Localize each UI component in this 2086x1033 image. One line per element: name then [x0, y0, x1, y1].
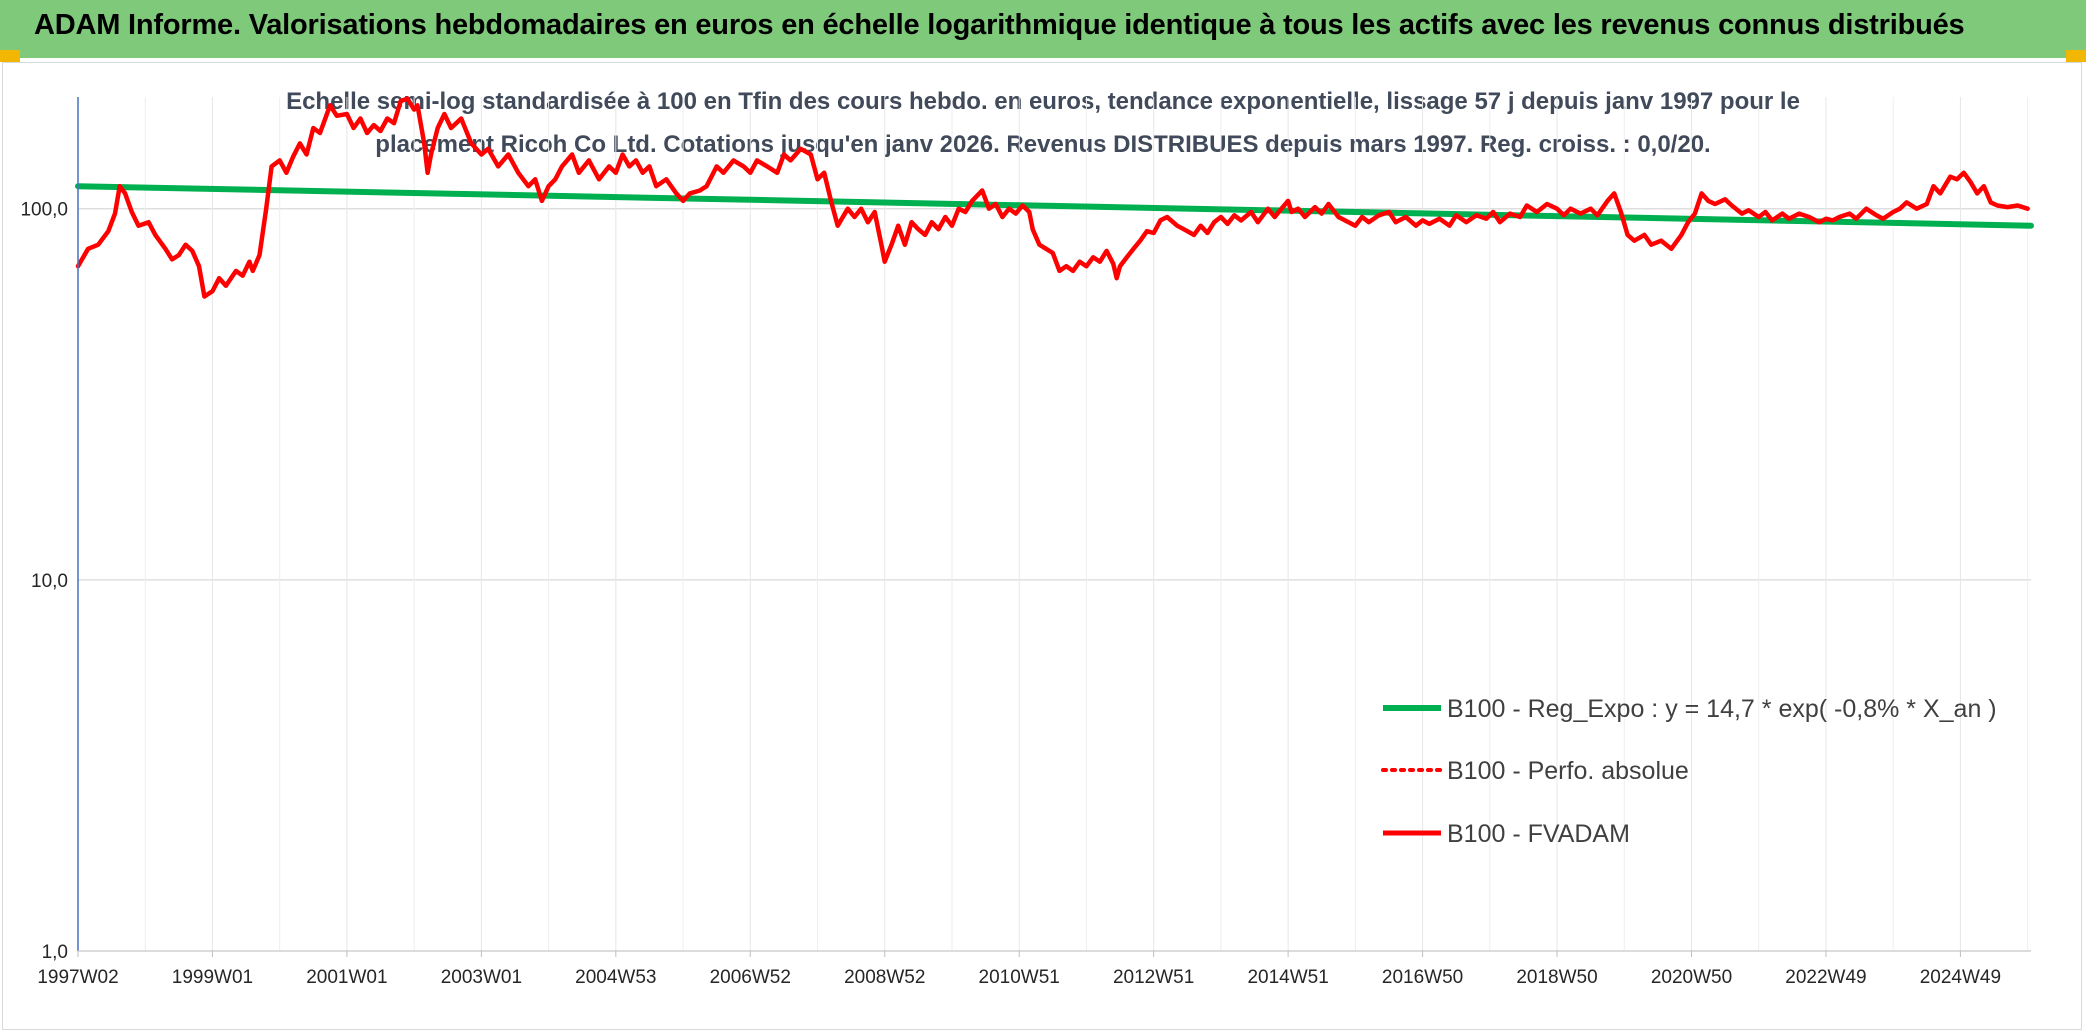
- legend-label-1: B100 - Perfo. absolue: [1447, 757, 1689, 785]
- x-tick-label: 2016W50: [1382, 967, 1463, 988]
- header-banner: ADAM Informe. Valorisations hebdomadaire…: [0, 0, 2086, 58]
- y-axis-ticks: 1,0 10,0 100,0: [20, 200, 68, 963]
- line-chart: Echelle semi-log standardisée à 100 en T…: [20, 88, 2034, 988]
- x-tick-label: 2024W49: [1920, 967, 2001, 988]
- series-line-0: [75, 183, 2034, 229]
- x-axis-ticks: 1997W02 1999W01 2001W01 2003W01 2004W53 2006W…: [37, 951, 2001, 988]
- x-tick-label: 2008W52: [844, 967, 925, 988]
- x-tick-label: 2014W51: [1247, 967, 1328, 988]
- x-tick-label: 2012W51: [1113, 967, 1194, 988]
- series-layer: [75, 96, 2034, 299]
- x-tick-label: 2003W01: [441, 967, 522, 988]
- x-tick-label: 2022W49: [1785, 967, 1866, 988]
- corner-accent-right: [2066, 50, 2086, 62]
- chart-subtitle-line-1: Echelle semi-log standardisée à 100 en T…: [286, 88, 1800, 115]
- chart-subtitle-line-2: placement Ricoh Co Ltd. Cotations jusqu'…: [375, 131, 1710, 158]
- legend-label-0: B100 - Reg_Expo : y = 14,7 * exp( -0,8% …: [1447, 695, 1997, 723]
- report-title: ADAM Informe. Valorisations hebdomadaire…: [34, 9, 1965, 41]
- chart-frame: Echelle semi-log standardisée à 100 en T…: [2, 62, 2082, 1030]
- x-tick-label: 2020W50: [1651, 967, 1732, 988]
- corner-accent-left: [0, 50, 20, 62]
- y-tick-label: 10,0: [31, 571, 68, 592]
- x-tick-label: 2004W53: [575, 967, 656, 988]
- x-tick-label: 1999W01: [172, 967, 253, 988]
- x-tick-label: 2001W01: [306, 967, 387, 988]
- x-tick-label: 2006W52: [710, 967, 791, 988]
- y-tick-label: 1,0: [42, 942, 68, 963]
- x-tick-label: 1997W02: [37, 967, 118, 988]
- gridlines: [77, 97, 2031, 951]
- x-tick-label: 2010W51: [979, 967, 1060, 988]
- legend: B100 - Reg_Expo : y = 14,7 * exp( -0,8% …: [1381, 695, 1997, 848]
- series-line-2: [75, 96, 2030, 299]
- y-tick-label: 100,0: [20, 200, 68, 221]
- x-tick-label: 2018W50: [1516, 967, 1597, 988]
- legend-label-2: B100 - FVADAM: [1447, 820, 1630, 848]
